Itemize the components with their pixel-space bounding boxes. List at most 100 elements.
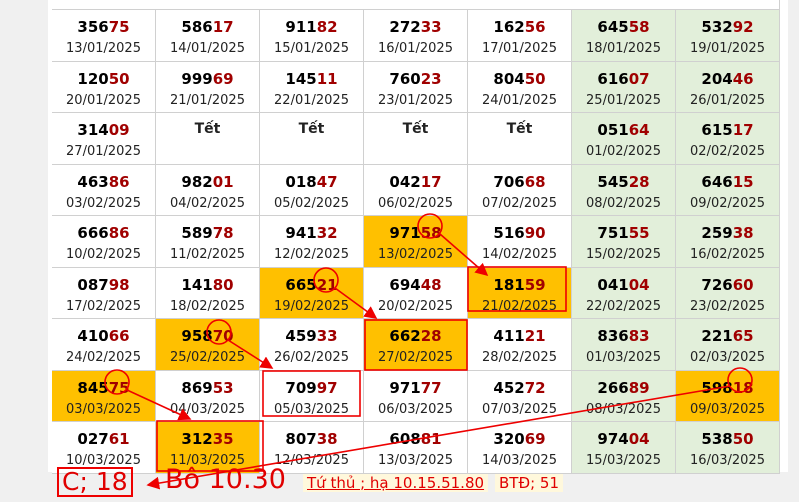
table-cell: 80738 12/03/2025 xyxy=(260,422,364,474)
number-tail: 83 xyxy=(628,327,650,345)
number-tail: 77 xyxy=(420,378,442,397)
cell-number: 45272 xyxy=(468,379,571,397)
number-head: 463 xyxy=(77,172,109,191)
table-cell: Tết xyxy=(260,113,364,165)
number-tail: 15 xyxy=(732,172,754,191)
number-tail: 32 xyxy=(316,224,338,242)
cell-date: 18/02/2025 xyxy=(170,298,245,314)
table-cell: 64558 18/01/2025 xyxy=(572,10,676,62)
cell-number: 04104 xyxy=(572,276,675,294)
number-head: 141 xyxy=(181,275,213,294)
table-cell: 25938 16/02/2025 xyxy=(676,216,780,268)
table-cell: 70997 05/03/2025 xyxy=(260,370,364,422)
footer-text: Tứ thủ ; hạ 10.15.51.80 xyxy=(303,474,489,492)
cell-number: 08798 xyxy=(52,276,155,294)
number-tail: 86 xyxy=(108,172,130,191)
cell-date: 22/02/2025 xyxy=(586,298,661,314)
number-tail: 75 xyxy=(108,18,130,36)
cell-date: 23/01/2025 xyxy=(378,92,453,108)
number-head: 204 xyxy=(701,69,733,88)
cell-date: 24/02/2025 xyxy=(66,350,141,365)
cell-date: 12/03/2025 xyxy=(274,453,349,468)
number-tail: 04 xyxy=(628,430,650,448)
cell-date: 06/03/2025 xyxy=(378,401,453,417)
cell-date: 11/02/2025 xyxy=(170,247,245,262)
table-cell: 61517 02/02/2025 xyxy=(676,113,780,165)
cell-number: 01847 xyxy=(260,173,363,191)
cell-date: 27/02/2025 xyxy=(378,350,453,365)
footer-text: C; 18 xyxy=(57,467,133,497)
cell-label: Tết xyxy=(402,121,429,137)
cell-date: 15/03/2025 xyxy=(586,453,661,468)
number-tail: 01 xyxy=(212,172,234,191)
cell-date: 28/02/2025 xyxy=(482,350,557,365)
number-head: 320 xyxy=(493,430,525,448)
cell-date: 17/01/2025 xyxy=(482,41,557,56)
cut-row xyxy=(52,0,780,10)
cell-date: 16/02/2025 xyxy=(690,247,765,262)
number-tail: 64 xyxy=(628,121,650,139)
cell-number: 97404 xyxy=(572,430,675,448)
number-head: 586 xyxy=(181,18,213,36)
table-cell: 66521 19/02/2025 xyxy=(260,267,364,319)
number-tail: 33 xyxy=(316,327,338,345)
table-cell: 58617 14/01/2025 xyxy=(156,10,260,62)
cell-number: 70668 xyxy=(468,173,571,191)
number-head: 516 xyxy=(493,224,525,242)
cell-date: 08/02/2025 xyxy=(586,195,661,211)
cell-number: 46386 xyxy=(52,173,155,191)
number-tail: 50 xyxy=(108,69,130,88)
number-head: 726 xyxy=(701,275,733,294)
number-tail: 17 xyxy=(732,121,754,139)
number-tail: 82 xyxy=(316,18,338,36)
table-cell: 53850 16/03/2025 xyxy=(676,422,780,474)
cell-label: Tết xyxy=(506,121,533,137)
number-tail: 68 xyxy=(524,172,546,191)
number-head: 589 xyxy=(181,224,213,242)
cell-date: 18/01/2025 xyxy=(586,41,661,56)
number-tail: 69 xyxy=(212,69,234,88)
number-tail: 28 xyxy=(628,172,650,191)
table-cell: 27233 16/01/2025 xyxy=(364,10,468,62)
number-tail: 72 xyxy=(524,378,546,397)
number-tail: 38 xyxy=(732,224,754,242)
cell-number: 54528 xyxy=(572,173,675,191)
number-head: 411 xyxy=(493,327,525,345)
number-tail: 97 xyxy=(316,378,338,397)
cell-date: 11/03/2025 xyxy=(170,453,245,468)
cell-date: 14/02/2025 xyxy=(482,247,557,262)
cell-date: 26/01/2025 xyxy=(690,92,765,108)
table-cell: 22165 02/03/2025 xyxy=(676,319,780,371)
number-tail: 98 xyxy=(108,275,130,294)
number-head: 018 xyxy=(285,172,317,191)
number-head: 694 xyxy=(389,275,421,294)
table-cell: 59818 09/03/2025 xyxy=(676,370,780,422)
table-cell: 46386 03/02/2025 xyxy=(52,164,156,216)
number-tail: 61 xyxy=(108,430,130,448)
cell-date: 14/03/2025 xyxy=(482,453,557,468)
cell-date: 21/02/2025 xyxy=(482,298,557,314)
number-head: 145 xyxy=(285,69,317,88)
number-head: 958 xyxy=(181,327,213,345)
cell-date: 06/02/2025 xyxy=(378,195,453,211)
number-head: 162 xyxy=(493,18,525,36)
table-cell: 53292 19/01/2025 xyxy=(676,10,780,62)
number-tail: 90 xyxy=(524,224,546,242)
table-cell: 97158 13/02/2025 xyxy=(364,216,468,268)
table-cell: 31235 11/03/2025 xyxy=(156,422,260,474)
table-cell: 91182 15/01/2025 xyxy=(260,10,364,62)
cell-date: 25/02/2025 xyxy=(170,350,245,365)
cell-number: 45933 xyxy=(260,327,363,345)
table-cell: 99969 21/01/2025 xyxy=(156,61,260,113)
cell-number: 16256 xyxy=(468,18,571,36)
cell-number: 05164 xyxy=(572,121,675,139)
number-head: 911 xyxy=(285,18,317,36)
number-tail: 35 xyxy=(212,430,234,448)
table-cell: 97404 15/03/2025 xyxy=(572,422,676,474)
number-head: 760 xyxy=(389,69,421,88)
number-head: 181 xyxy=(493,275,525,294)
number-head: 027 xyxy=(77,430,109,448)
cell-date: 26/02/2025 xyxy=(274,350,349,365)
cell-number: 20446 xyxy=(676,70,779,88)
